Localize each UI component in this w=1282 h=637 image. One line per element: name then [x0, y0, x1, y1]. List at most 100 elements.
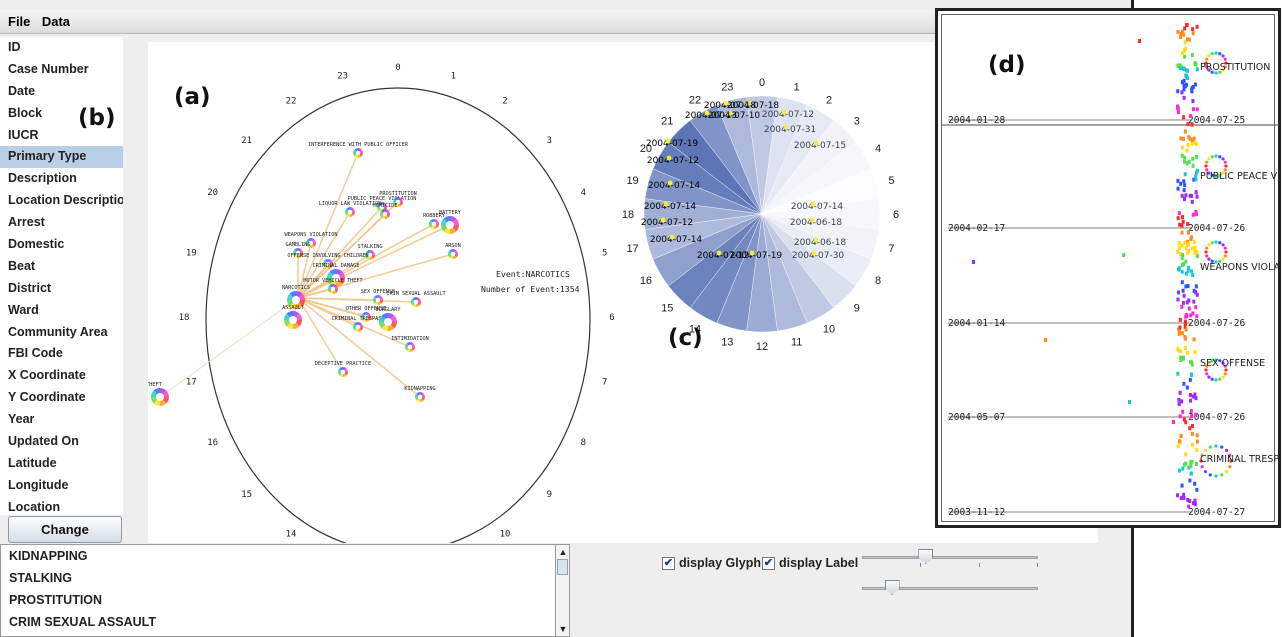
clock-sector[interactable] [716, 96, 763, 215]
graph-edge [297, 297, 389, 323]
attribute-item[interactable]: Date [8, 83, 36, 98]
hour-label: 18 [179, 313, 190, 323]
clock-chart[interactable]: 0 123456789101112131415161718192021222320… [622, 77, 899, 353]
timeline-event-mark [1181, 137, 1185, 142]
attribute-item[interactable]: X Coordinate [8, 368, 86, 383]
crime-node[interactable] [151, 388, 169, 406]
attribute-item[interactable]: Longitude [8, 477, 69, 492]
crime-node[interactable] [353, 322, 363, 332]
crime-node[interactable] [323, 259, 333, 269]
timeline-row[interactable]: 2004-01-14 2004-07-26 WEAPONS VIOLATION [948, 240, 1282, 329]
timeline-event-mark [1182, 95, 1186, 100]
attribute-item[interactable]: Case Number [8, 61, 89, 76]
attribute-item[interactable]: Block [8, 105, 43, 120]
timeline-glyph-dot [1205, 168, 1209, 172]
timeline-event-mark [1191, 31, 1195, 36]
timeline-event-mark [1187, 265, 1191, 270]
scroll-thumb[interactable] [557, 559, 568, 575]
timeline-row[interactable]: 2003-11-12 2004-07-27 CRIMINAL TRESPASS [948, 444, 1282, 518]
crime-node[interactable] [380, 209, 390, 219]
display-glyph-checkbox[interactable]: ✔ display Glyph [662, 556, 761, 570]
attribute-item[interactable]: Ward [8, 302, 39, 317]
crime-node[interactable] [328, 284, 338, 294]
crime-node[interactable] [345, 207, 355, 217]
scroll-down-icon[interactable]: ▼ [558, 624, 568, 634]
glyph-center [355, 324, 361, 330]
slider-tick [1037, 563, 1038, 567]
hour-label: 22 [286, 96, 297, 106]
timeline-event-mark [1179, 496, 1183, 501]
clock-event-dot [783, 124, 789, 130]
crime-node[interactable] [353, 148, 363, 158]
timeline-event-mark [1190, 88, 1194, 93]
slider-thumb[interactable] [884, 580, 900, 595]
timeline-event-mark [1187, 159, 1191, 164]
crime-node[interactable] [373, 295, 383, 305]
crime-node[interactable] [393, 197, 403, 207]
checkmark-icon[interactable]: ✔ [762, 556, 775, 570]
crime-node[interactable] [365, 250, 375, 260]
crime-node[interactable] [448, 249, 458, 259]
crime-node[interactable] [306, 238, 316, 248]
menu-data[interactable]: Data [41, 14, 71, 29]
timeline-glyph-dot [1218, 52, 1222, 56]
scroll-up-icon[interactable]: ▲ [558, 547, 568, 557]
attribute-item[interactable]: IUCR [8, 127, 39, 142]
attribute-item[interactable]: Updated On [8, 434, 79, 449]
glyph-center [379, 204, 385, 210]
change-button[interactable]: Change [8, 516, 122, 543]
attribute-item[interactable]: Location Description [8, 193, 123, 208]
attribute-item[interactable]: Description [8, 171, 77, 186]
crime-node[interactable] [361, 312, 371, 322]
attribute-item[interactable]: ID [8, 40, 21, 54]
crime-node[interactable] [284, 311, 302, 329]
crime-node[interactable] [405, 342, 415, 352]
event-list-item[interactable]: KIDNAPPING [9, 549, 88, 563]
timeline-glyph-dot [1207, 257, 1211, 261]
crime-node[interactable] [441, 216, 459, 234]
timeline-glyph-dot [1207, 68, 1211, 72]
attribute-item[interactable]: Year [8, 412, 35, 427]
timeline-event-mark [1128, 400, 1131, 404]
attribute-item[interactable]: FBI Code [8, 346, 63, 361]
attribute-item[interactable]: Y Coordinate [8, 390, 86, 405]
crime-node[interactable] [287, 291, 305, 309]
timeline-event-mark [1179, 136, 1183, 141]
attribute-item[interactable]: Beat [8, 258, 36, 273]
event-list-scrollbar[interactable]: ▲ ▼ [555, 544, 570, 637]
event-list-item[interactable]: CRIM SEXUAL ASSAULT [9, 615, 156, 629]
attribute-item[interactable]: Location [8, 499, 61, 514]
glyph-center [330, 286, 336, 292]
attribute-list[interactable]: ID Case Number Date Block IUCR Primary Type De… [0, 37, 123, 515]
event-list-item[interactable]: PROSTITUTION [9, 593, 103, 607]
crime-node[interactable] [293, 248, 303, 258]
display-label-checkbox[interactable]: ✔ display Label [762, 556, 858, 570]
crime-node[interactable] [379, 313, 397, 331]
timeline-glyph-dot [1218, 241, 1222, 245]
threshold-slider[interactable] [862, 579, 1038, 597]
timeline-row[interactable]: 2004-05-07 2004-07-26 SEX OFFENSE [948, 358, 1265, 423]
attribute-item[interactable]: Latitude [8, 455, 57, 470]
crime-node[interactable] [338, 367, 348, 377]
timeline-row[interactable]: 2004-01-28 2004-07-25 PROSTITUTION [948, 51, 1270, 126]
crime-node[interactable] [415, 392, 425, 402]
attribute-item[interactable]: Primary Type [0, 146, 123, 169]
crime-node[interactable] [429, 219, 439, 229]
attribute-item[interactable]: Community Area [8, 324, 108, 339]
timeline-event-mark [1191, 27, 1195, 32]
timeline-event-mark [1182, 495, 1186, 500]
glyph-size-slider[interactable] [862, 548, 1038, 567]
event-graph[interactable]: 01234567891011121314151617181920212223IN… [148, 63, 615, 543]
menu-file[interactable]: File [8, 14, 31, 29]
slider-thumb[interactable] [918, 549, 934, 564]
attribute-item[interactable]: Domestic [8, 237, 65, 252]
timeline-event-mark [1195, 107, 1199, 112]
timeline-row[interactable]: 2004-02-17 2004-07-26 PUBLIC PEACE VIOLATI… [948, 154, 1282, 234]
attribute-item[interactable]: Arrest [8, 215, 45, 230]
checkmark-icon[interactable]: ✔ [662, 556, 675, 570]
event-list-item[interactable]: STALKING [9, 571, 72, 585]
visualization-svg[interactable]: 01234567891011121314151617181920212223IN… [148, 42, 1098, 543]
attribute-item[interactable]: District [8, 280, 52, 295]
crime-node[interactable] [411, 297, 421, 307]
event-list[interactable]: KIDNAPPING STALKING PROSTITUTION CRIM SE… [0, 544, 556, 637]
